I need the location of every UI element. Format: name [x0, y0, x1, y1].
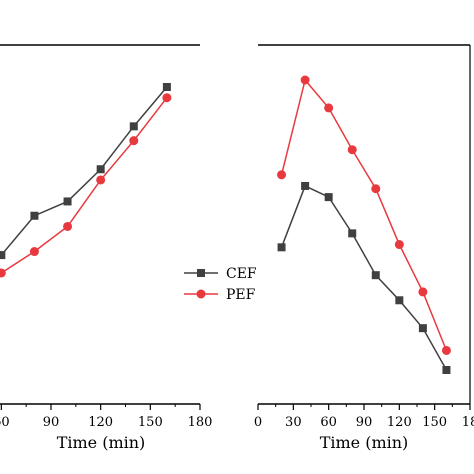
- right-x-tick-label: 30: [285, 415, 302, 430]
- left-series-pef-line: [0, 97, 168, 275]
- right-series-cef-line: [280, 184, 448, 371]
- right-pef-point: [371, 184, 381, 194]
- left-pef-point: [96, 175, 106, 185]
- right-cef-point: [442, 366, 451, 374]
- right-pef-point: [277, 170, 287, 180]
- right-pef-point: [300, 75, 310, 85]
- left-pef-point: [162, 93, 172, 103]
- right-cef-point: [418, 324, 427, 333]
- right-x-tick-label: 150: [422, 415, 447, 430]
- left-x-tick-label: 180: [188, 415, 213, 430]
- left-cef-point: [129, 122, 138, 131]
- right-x-tick-label: 120: [387, 415, 412, 430]
- right-pef-point: [418, 287, 428, 297]
- left-cef-point: [96, 165, 105, 174]
- right-series-pef-line: [280, 78, 448, 351]
- right-pef-point: [324, 103, 334, 113]
- right-x-tick-label: 0: [254, 415, 262, 430]
- right-x-tick-label: 18: [462, 415, 474, 430]
- left-x-tick-label: 150: [138, 415, 163, 430]
- right-cef-point: [348, 229, 357, 238]
- left-x-tick-label: 120: [88, 415, 113, 430]
- right-x-tick-label: 60: [320, 415, 337, 430]
- right-x-axis-title: Time (min): [320, 433, 409, 452]
- left-cef-point: [30, 211, 39, 220]
- left-cef-point: [162, 83, 171, 91]
- right-cef-point: [371, 271, 380, 280]
- right-x-tick-label: 90: [356, 415, 373, 430]
- legend-pef-marker: [196, 289, 206, 299]
- left-pef-point: [63, 221, 73, 231]
- right-cef-point: [277, 243, 286, 252]
- left-pef-point: [129, 136, 139, 146]
- left-panel: 60 90 120 150 180 Time (min): [0, 44, 213, 452]
- left-x-tick-label: 90: [43, 415, 60, 430]
- legend: CEF PEF: [184, 266, 257, 303]
- legend-cef-marker: [197, 269, 205, 277]
- left-x-axis-title: Time (min): [57, 433, 146, 452]
- right-pef-point: [394, 240, 404, 250]
- right-cef-point: [301, 181, 310, 190]
- left-series-cef-line: [0, 86, 168, 257]
- left-pef-point: [29, 247, 39, 257]
- left-cef-point: [63, 197, 72, 206]
- right-cef-point: [324, 193, 333, 202]
- right-pef-point: [441, 345, 451, 355]
- left-x-tick-label: 60: [0, 415, 10, 430]
- right-panel: 0 30 60 90 120 150 18 Time (min): [254, 44, 474, 452]
- right-cef-point: [395, 296, 404, 305]
- left-pef-point: [0, 268, 6, 278]
- left-cef-point: [0, 251, 6, 260]
- right-pef-point: [347, 145, 357, 155]
- legend-pef-label: PEF: [226, 287, 256, 303]
- legend-cef-label: CEF: [226, 266, 257, 282]
